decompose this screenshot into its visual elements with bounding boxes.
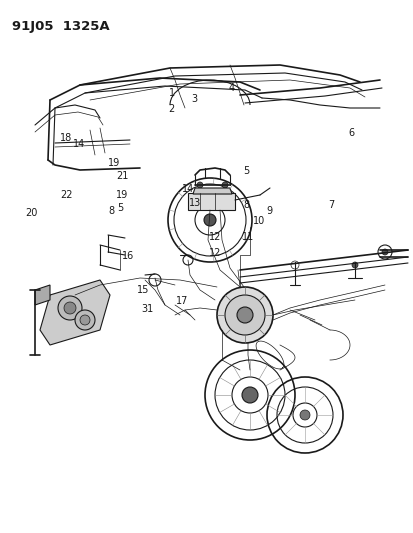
Text: 2: 2 (168, 104, 175, 114)
Text: 16: 16 (122, 251, 134, 261)
Text: 17: 17 (176, 296, 188, 306)
Polygon shape (192, 188, 231, 194)
Circle shape (75, 310, 95, 330)
Text: 31: 31 (140, 304, 153, 314)
Polygon shape (188, 193, 235, 210)
Text: 18: 18 (60, 133, 72, 142)
Circle shape (242, 387, 257, 403)
Text: 13: 13 (188, 198, 200, 207)
Text: 12: 12 (209, 232, 221, 242)
Text: 19: 19 (116, 190, 128, 199)
Circle shape (224, 295, 264, 335)
Circle shape (351, 262, 357, 268)
Circle shape (236, 307, 252, 323)
Text: 8: 8 (109, 206, 114, 215)
Text: 4: 4 (228, 83, 234, 93)
Text: 3: 3 (191, 94, 197, 103)
Text: 1: 1 (169, 88, 174, 98)
Text: 10: 10 (252, 216, 264, 226)
Text: 11: 11 (242, 232, 254, 242)
Polygon shape (40, 280, 110, 345)
Text: 5: 5 (242, 166, 249, 175)
Circle shape (80, 315, 90, 325)
Circle shape (381, 249, 387, 255)
Circle shape (216, 287, 272, 343)
Text: 6: 6 (348, 128, 354, 138)
Polygon shape (35, 285, 50, 305)
Text: 19: 19 (107, 158, 120, 167)
Circle shape (58, 296, 82, 320)
Text: 14: 14 (182, 184, 194, 194)
Text: 7: 7 (327, 200, 334, 210)
Text: 21: 21 (116, 171, 128, 181)
Text: 20: 20 (25, 208, 37, 218)
Text: 91J05  1325A: 91J05 1325A (12, 20, 109, 33)
Text: 22: 22 (60, 190, 72, 199)
Circle shape (64, 302, 76, 314)
Circle shape (299, 410, 309, 420)
Text: 9: 9 (266, 206, 271, 215)
Circle shape (204, 214, 216, 226)
Text: 14: 14 (72, 139, 85, 149)
Circle shape (197, 182, 202, 188)
Text: 12: 12 (209, 248, 221, 258)
Text: 8: 8 (243, 200, 249, 210)
Circle shape (221, 182, 228, 188)
Text: 5: 5 (116, 203, 123, 213)
Text: 15: 15 (136, 286, 149, 295)
